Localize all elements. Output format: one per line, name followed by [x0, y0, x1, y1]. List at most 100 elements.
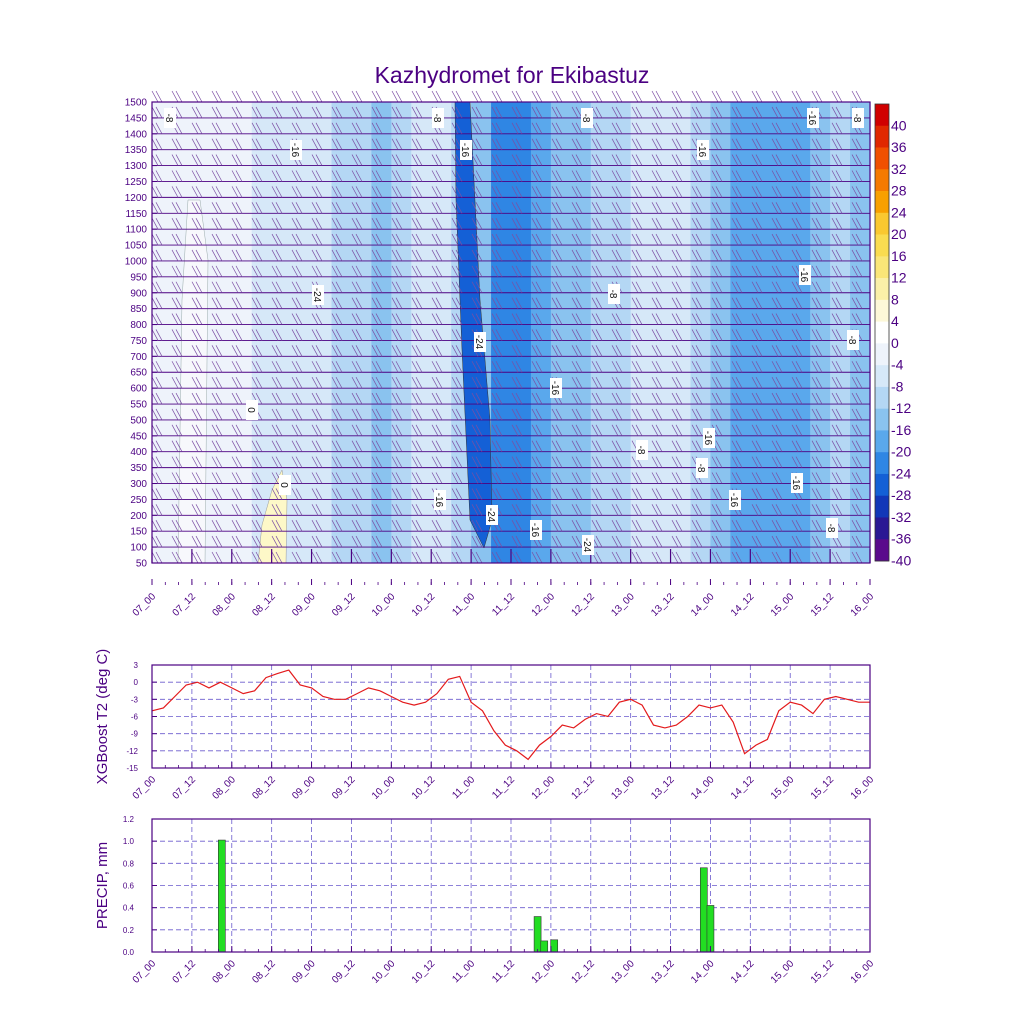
wind-barb	[655, 90, 663, 103]
wind-barb	[355, 154, 363, 166]
wind-barb	[395, 472, 403, 484]
wind-barb	[515, 488, 523, 500]
wind-barb	[471, 488, 479, 500]
wind-barb	[671, 520, 679, 532]
wind-barb	[615, 233, 623, 246]
wind-barb	[695, 218, 703, 230]
wind-barb	[411, 424, 419, 436]
wind-barb	[791, 265, 799, 278]
wind-barb	[615, 122, 623, 134]
x-tick-label: 11_12	[490, 591, 517, 618]
wind-barb	[595, 504, 603, 516]
wind-barb	[455, 329, 463, 341]
wind-barb	[271, 281, 279, 293]
wind-barb	[375, 281, 383, 293]
wind-barb	[715, 392, 723, 405]
wind-barb	[195, 440, 203, 452]
wind-barb	[795, 345, 803, 357]
wind-barb	[815, 424, 823, 436]
wind-barb	[435, 313, 443, 325]
wind-barb	[715, 249, 723, 262]
wind-barb	[571, 520, 579, 532]
contour-label-box	[434, 490, 446, 510]
contour-label: -8	[825, 518, 838, 538]
wind-barb	[451, 297, 459, 309]
wind-barb	[351, 281, 359, 293]
wind-barb	[755, 376, 763, 389]
precip-bar	[699, 867, 708, 953]
wind-barb	[515, 281, 523, 293]
wind-barb	[815, 138, 823, 150]
wind-barb	[331, 424, 339, 436]
wind-barb	[715, 472, 723, 484]
temperature-column	[251, 102, 273, 563]
wind-barb	[371, 170, 379, 182]
wind-barb	[175, 392, 183, 405]
colorbar-swatch	[875, 408, 889, 431]
wind-barb	[255, 138, 263, 150]
wind-barb	[211, 329, 219, 341]
wind-barb	[575, 265, 583, 278]
wind-barb	[455, 233, 463, 246]
wind-barb	[291, 106, 299, 119]
wind-barb	[551, 329, 559, 341]
wind-barb	[351, 392, 359, 405]
wind-barb	[655, 170, 663, 182]
wind-barb	[795, 329, 803, 341]
temperature-column	[152, 102, 173, 563]
wind-barb	[291, 170, 299, 182]
wind-barb	[695, 265, 703, 278]
wind-barb	[731, 249, 739, 262]
temperature-column	[810, 102, 831, 563]
wind-barb	[691, 488, 699, 500]
wind-barb	[231, 297, 239, 309]
wind-barb	[771, 218, 779, 230]
wind-barb	[535, 218, 543, 230]
wind-barb	[315, 361, 323, 373]
wind-barb	[171, 520, 179, 532]
temperature-column	[850, 102, 871, 563]
wind-barb	[151, 408, 159, 421]
wind-barb	[471, 281, 479, 293]
wind-barb	[271, 392, 279, 405]
wind-barb	[451, 440, 459, 452]
wind-barb	[371, 297, 379, 309]
wind-barb	[751, 456, 759, 468]
wind-barb	[635, 106, 643, 119]
wind-barb	[635, 424, 643, 436]
wind-barb	[251, 281, 259, 293]
wind-barb	[811, 488, 819, 500]
wind-barb	[575, 202, 583, 214]
wind-barb	[455, 154, 463, 166]
wind-barb	[351, 408, 359, 421]
wind-barb	[175, 551, 183, 564]
wind-barb	[551, 265, 559, 278]
wind-barb	[371, 218, 379, 230]
wind-barb	[495, 345, 503, 357]
wind-barb	[151, 281, 159, 293]
wind-barb	[795, 313, 803, 325]
wind-barb	[855, 154, 863, 166]
wind-barb	[191, 361, 199, 373]
wind-barb	[271, 186, 279, 198]
contour-label-text: -24	[581, 538, 592, 553]
wind-barb	[451, 170, 459, 182]
wind-barb	[811, 90, 819, 103]
contour-label-box	[729, 490, 741, 510]
wind-barb	[651, 186, 659, 198]
wind-barb	[435, 456, 443, 468]
wind-barb	[471, 90, 479, 103]
wind-barb	[655, 249, 663, 262]
wind-barb	[455, 504, 463, 516]
wind-barb	[511, 90, 519, 103]
wind-barb	[391, 233, 399, 246]
contour-label-text: -8	[607, 290, 618, 299]
wind-barb	[155, 297, 163, 309]
wind-barb	[295, 170, 303, 182]
wind-barb	[835, 504, 843, 516]
wind-barb	[335, 329, 343, 341]
contour-label-box	[581, 108, 593, 128]
wind-barb	[555, 202, 563, 214]
wind-barb	[355, 138, 363, 150]
wind-barb	[375, 408, 383, 421]
